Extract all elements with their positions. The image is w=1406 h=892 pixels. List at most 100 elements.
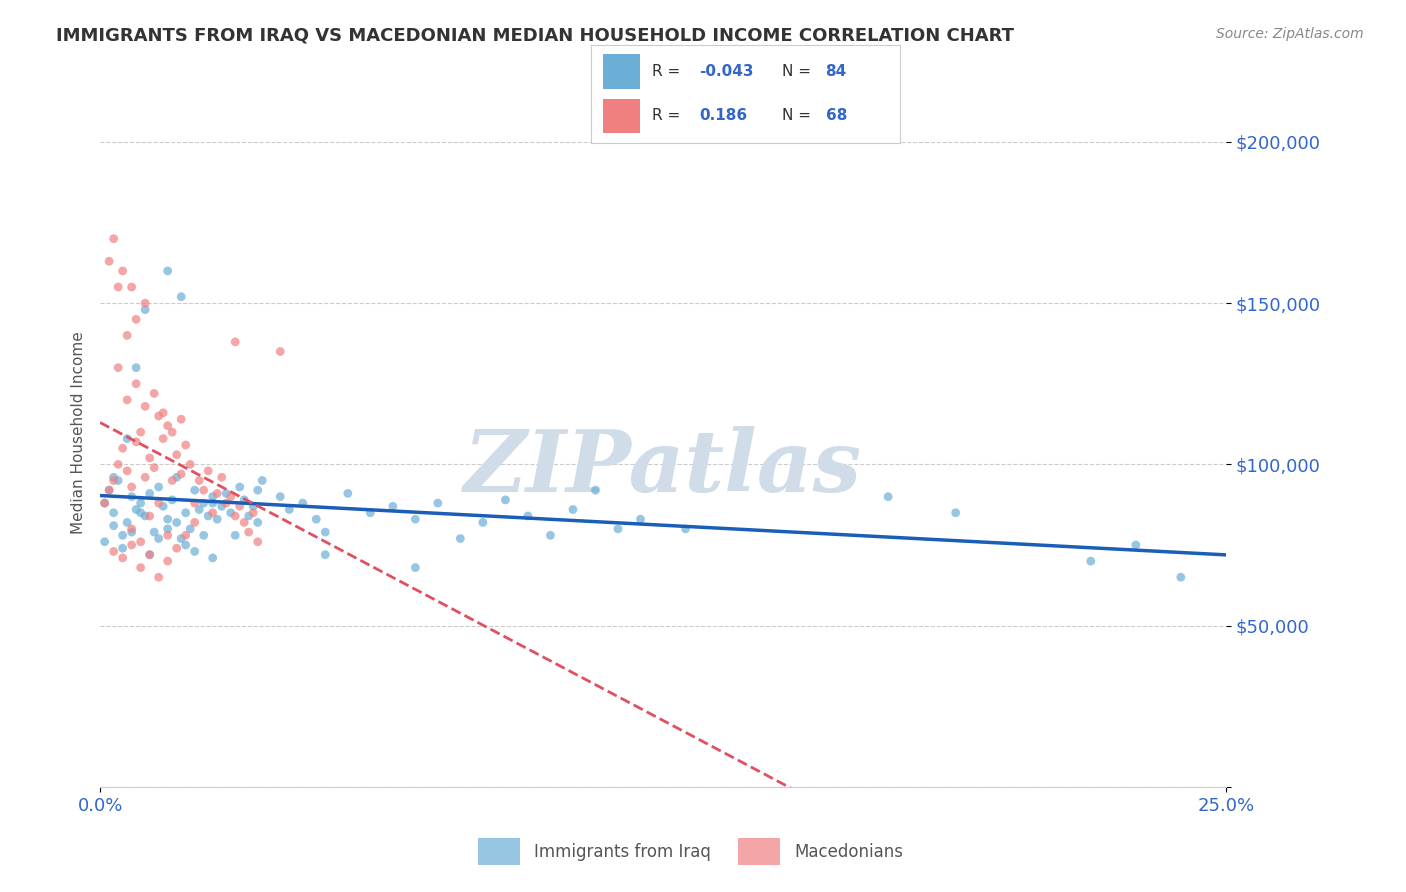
Point (675, 522, 697, 536)
Text: R =: R = (652, 63, 686, 78)
Point (103, 506, 125, 520)
Point (93, 496, 115, 510)
Point (238, 525, 260, 540)
Point (246, 534, 269, 549)
Point (160, 474, 183, 488)
Point (183, 496, 205, 510)
Text: -0.043: -0.043 (699, 63, 754, 78)
Point (201, 550, 224, 565)
Text: 84: 84 (825, 63, 846, 78)
Point (877, 490, 900, 504)
Point (121, 538, 143, 552)
Point (238, 508, 260, 523)
Point (630, 512, 652, 526)
Point (125, 434, 148, 449)
Point (148, 409, 170, 423)
Point (111, 541, 134, 556)
Text: 0.186: 0.186 (699, 108, 747, 123)
Point (98, 483, 121, 498)
Text: ZIPatlas: ZIPatlas (464, 425, 862, 509)
Point (211, 470, 233, 484)
Point (1080, 554, 1102, 568)
Point (179, 522, 201, 536)
Point (121, 480, 143, 494)
Point (170, 290, 193, 304)
Point (111, 550, 134, 565)
Point (224, 528, 246, 542)
Point (156, 512, 179, 526)
FancyBboxPatch shape (603, 54, 640, 89)
Text: 68: 68 (825, 108, 846, 123)
Point (193, 496, 215, 510)
Point (138, 548, 160, 562)
Point (129, 496, 152, 510)
Point (93, 496, 115, 510)
Point (166, 470, 188, 484)
Point (193, 528, 215, 542)
Point (115, 432, 138, 446)
Point (174, 538, 197, 552)
Point (246, 483, 269, 498)
Point (381, 500, 404, 514)
Point (134, 470, 156, 484)
Point (228, 480, 250, 494)
Point (156, 554, 179, 568)
Point (166, 516, 188, 530)
Point (93, 534, 115, 549)
Point (1125, 538, 1147, 552)
Point (166, 448, 188, 462)
Point (143, 386, 166, 401)
Point (305, 512, 328, 526)
Point (471, 516, 494, 530)
Text: N =: N = (782, 108, 815, 123)
Text: Source: ZipAtlas.com: Source: ZipAtlas.com (1216, 27, 1364, 41)
Point (129, 425, 152, 439)
Point (134, 508, 156, 523)
Point (561, 502, 583, 516)
Point (121, 525, 143, 540)
Point (219, 506, 242, 520)
Point (174, 528, 197, 542)
Point (103, 474, 125, 488)
Point (129, 506, 152, 520)
Point (336, 486, 359, 500)
Point (449, 532, 471, 546)
Point (134, 296, 156, 310)
Point (156, 522, 179, 536)
Point (134, 302, 156, 317)
Point (115, 392, 138, 407)
Point (538, 528, 561, 542)
Point (193, 483, 215, 498)
Point (188, 502, 211, 516)
FancyBboxPatch shape (738, 838, 780, 865)
Point (107, 474, 129, 488)
Point (404, 512, 426, 526)
Point (215, 486, 238, 500)
Point (121, 522, 143, 536)
Point (103, 232, 125, 246)
Point (585, 483, 607, 498)
Point (134, 400, 156, 414)
Point (98, 254, 121, 268)
Point (156, 264, 179, 278)
Point (115, 464, 138, 478)
Point (138, 548, 160, 562)
Point (215, 496, 238, 510)
FancyBboxPatch shape (603, 99, 640, 133)
Point (160, 425, 183, 439)
Point (179, 458, 201, 472)
Point (188, 474, 211, 488)
Point (170, 412, 193, 426)
Point (516, 508, 538, 523)
Point (201, 490, 224, 504)
Point (160, 492, 183, 507)
Point (148, 480, 170, 494)
Point (107, 360, 129, 375)
Point (121, 490, 143, 504)
Point (278, 502, 301, 516)
Point (269, 344, 291, 359)
Point (152, 432, 174, 446)
Point (201, 506, 224, 520)
Point (607, 522, 630, 536)
Point (103, 518, 125, 533)
